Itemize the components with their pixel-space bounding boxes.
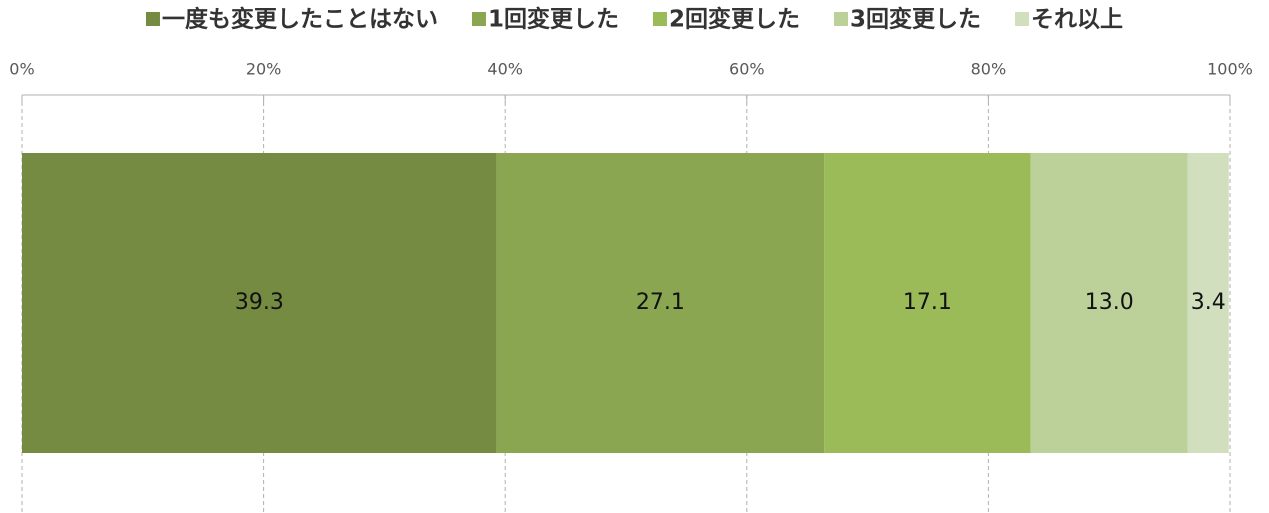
bar-segment [1030, 153, 1188, 453]
bar-segment [824, 153, 1031, 453]
legend-label: 3回変更した [850, 6, 981, 33]
x-tick-label: 0% [9, 60, 34, 79]
bar-segment [496, 153, 825, 453]
data-label: 3.4 [1191, 290, 1226, 315]
legend-label: 一度も変更したことはない [162, 6, 438, 33]
data-label: 27.1 [636, 290, 685, 315]
data-label: 13.0 [1085, 290, 1134, 315]
x-tick-label: 100% [1207, 60, 1253, 79]
x-tick-label: 20% [246, 60, 282, 79]
legend-label: 2回変更した [669, 6, 800, 33]
legend-swatch [834, 12, 849, 26]
bar-segment [1187, 153, 1229, 453]
data-label: 39.3 [235, 290, 284, 315]
legend-swatch [652, 12, 667, 26]
x-tick-label: 60% [729, 60, 765, 79]
legend-label: 1回変更した [488, 6, 619, 33]
legend-label: それ以上 [1031, 7, 1123, 33]
x-tick-label: 40% [487, 60, 523, 79]
legend-swatch [471, 12, 486, 26]
x-tick-label: 80% [971, 60, 1007, 79]
legend-swatch [145, 12, 160, 26]
legend-swatch [1015, 12, 1030, 26]
bar-segment [22, 153, 497, 453]
data-label: 17.1 [903, 290, 952, 315]
